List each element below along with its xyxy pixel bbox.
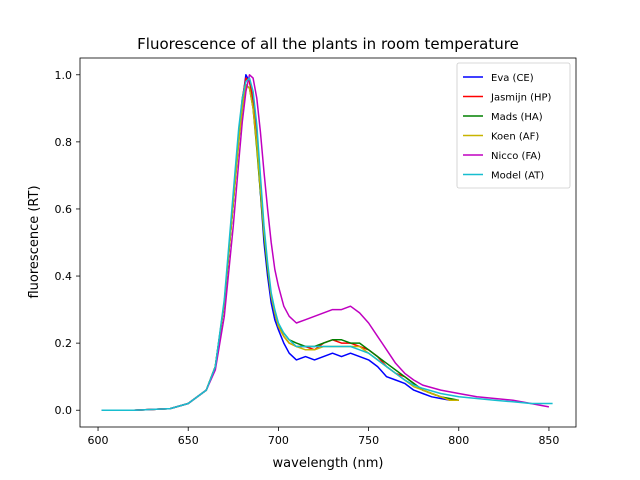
series-line-4 — [101, 74, 550, 411]
chart-title: Fluorescence of all the plants in room t… — [137, 35, 519, 53]
axes-layer: 600 650 700 750 800 850 0.0 0.2 0.4 0.6 0.8 1.0 — [55, 57, 577, 447]
y-tick-label-5: 1.0 — [55, 69, 73, 82]
legend-label-0: Eva (CE) — [491, 73, 534, 84]
y-tick-label-4: 0.8 — [55, 136, 73, 149]
x-axis-label: wavelength (nm) — [273, 456, 384, 471]
legend: Eva (CE) Jasmijn (HP) Mads (HA) Koen (AF) Ni… — [456, 62, 571, 189]
x-tick-label-1: 650 — [178, 434, 199, 447]
series-line-5 — [101, 77, 553, 411]
y-tick-label-0: 0.0 — [55, 404, 73, 417]
y-tick-label-3: 0.6 — [55, 203, 73, 216]
legend-label-3: Koen (AF) — [491, 132, 539, 143]
y-axis-label: fluorescence (RT) — [27, 185, 42, 298]
legend-label-5: Model (AT) — [491, 171, 544, 182]
plot-frame — [79, 57, 577, 428]
y-tick-label-1: 0.2 — [55, 337, 73, 350]
x-tick-label-4: 800 — [448, 434, 469, 447]
series-layer — [101, 74, 553, 411]
legend-label-4: Nicco (FA) — [491, 151, 541, 162]
legend-label-2: Mads (HA) — [491, 112, 543, 123]
x-tick-label-3: 750 — [358, 434, 379, 447]
x-tick-label-5: 850 — [538, 434, 559, 447]
legend-box — [456, 62, 571, 189]
y-tick-label-2: 0.4 — [55, 270, 73, 283]
x-tick-label-2: 700 — [268, 434, 289, 447]
legend-label-1: Jasmijn (HP) — [490, 93, 552, 104]
x-tick-label-0: 600 — [88, 434, 109, 447]
